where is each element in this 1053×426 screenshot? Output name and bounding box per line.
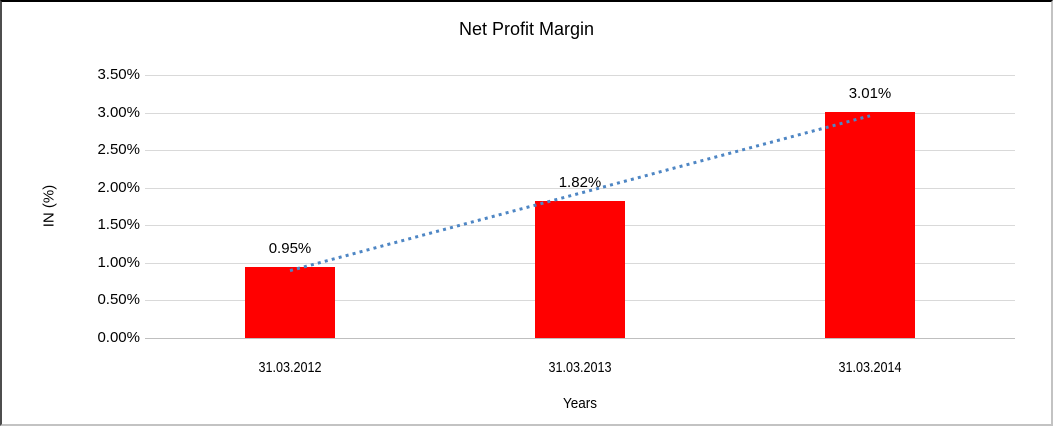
x-tick-label: 31.03.2012 bbox=[258, 359, 322, 376]
y-tick-label: 2.00% bbox=[97, 178, 140, 196]
gridline bbox=[145, 112, 1015, 114]
y-tick-label: 1.50% bbox=[97, 216, 140, 234]
gridline bbox=[145, 187, 1015, 189]
data-label: 1.82% bbox=[558, 174, 602, 192]
y-tick-label: 3.00% bbox=[97, 103, 140, 121]
data-label: 3.01% bbox=[848, 84, 892, 102]
gridline bbox=[145, 75, 1015, 76]
bar bbox=[535, 201, 625, 338]
y-tick-label: 0.00% bbox=[97, 329, 140, 346]
x-axis-line bbox=[145, 338, 1015, 339]
bar bbox=[825, 111, 915, 338]
y-tick-label: 1.00% bbox=[97, 253, 140, 271]
chart-title: Net Profit Margin bbox=[458, 19, 595, 39]
bar bbox=[245, 266, 335, 338]
y-tick-label: 3.50% bbox=[97, 66, 140, 83]
gridline bbox=[145, 150, 1015, 152]
x-tick-label: 31.03.2013 bbox=[548, 359, 612, 376]
x-axis-title: Years bbox=[562, 395, 598, 412]
data-label: 0.95% bbox=[268, 239, 312, 257]
trendline bbox=[289, 114, 871, 273]
plot-area: 0.95% 1.82% 3.01% bbox=[145, 75, 1015, 339]
y-tick-label: 0.50% bbox=[97, 291, 140, 309]
y-tick-label: 2.50% bbox=[97, 141, 140, 159]
x-tick-label: 31.03.2014 bbox=[838, 359, 902, 376]
